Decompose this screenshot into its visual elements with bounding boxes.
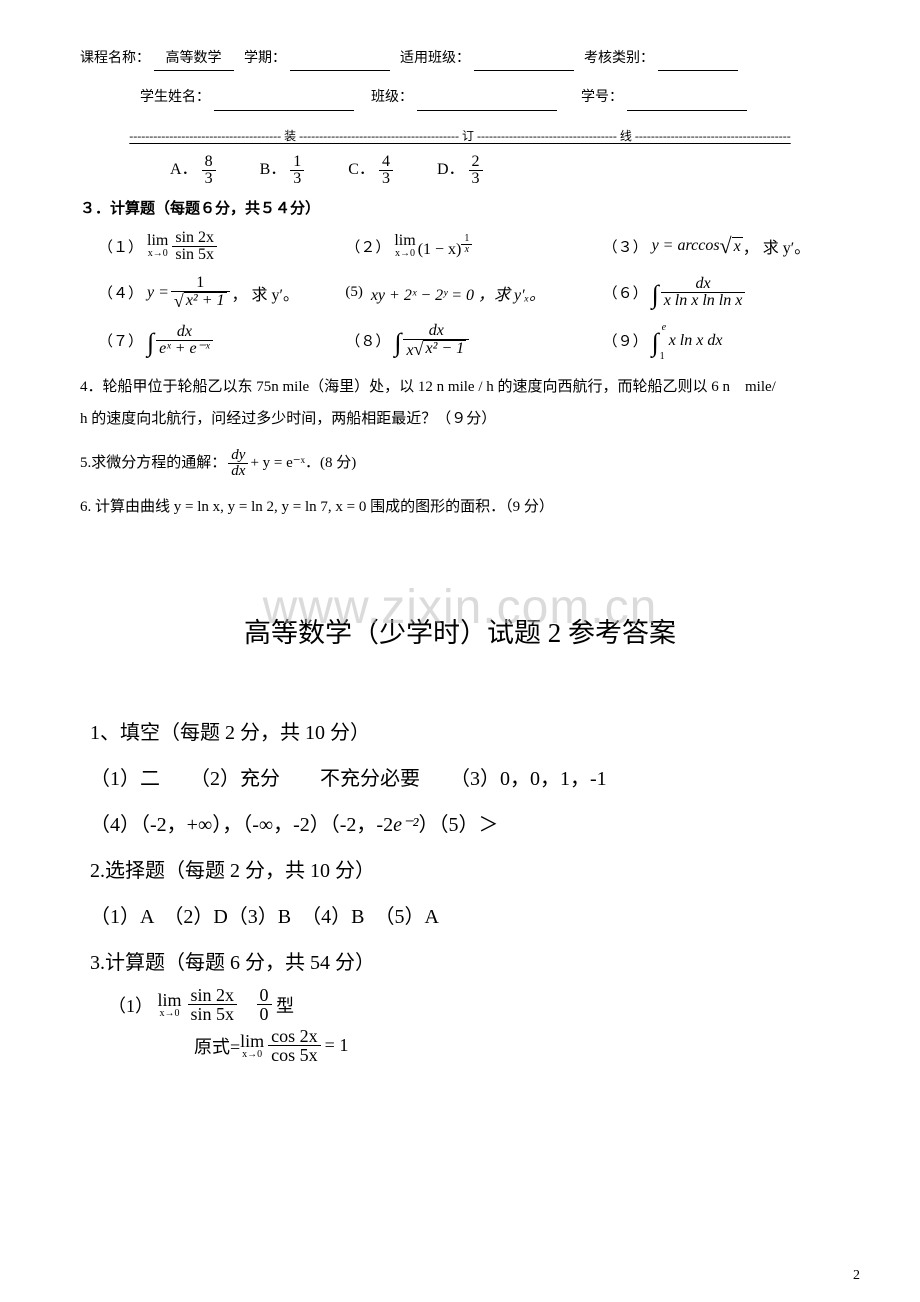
q9: （９） ∫e1 x ln x dx <box>603 326 840 356</box>
header-line-2: 学生姓名： 班级： 学号： <box>80 87 840 110</box>
term-blank <box>290 48 390 71</box>
choice-b: B． 13 <box>260 154 305 187</box>
q-row-2: （４） y = 1√x² + 1 ， 求 y′。 (5) xy + 2ˣ − 2… <box>98 275 840 311</box>
choice-row: A． 83 B． 13 C． 43 D． 23 <box>170 154 840 187</box>
q-row-3: （７） ∫ dxeˣ + e⁻ˣ （８） ∫ dxx√x² − 1 （９） ∫e… <box>98 323 840 359</box>
classno-blank <box>417 87 557 110</box>
calc-q1: （1） lim x→0 sin 2xsin 5x 00 型 原式= lim x→… <box>108 986 840 1064</box>
q8: （８） ∫ dxx√x² − 1 <box>345 323 602 359</box>
course-label: 课程名称： <box>80 51 150 66</box>
problem-6: 6. 计算由曲线 y = ln x, y = ln 2, y = ln 7, x… <box>80 493 840 522</box>
q3: （３） y = arccos √x ， 求 y′。 <box>603 233 840 259</box>
section-3-heading: ３．计算题（每题６分，共５４分） <box>80 197 840 218</box>
q4: （４） y = 1√x² + 1 ， 求 y′。 <box>98 275 345 311</box>
binding-line: -------------------------------------- 装… <box>80 127 840 144</box>
choice-a: A． 83 <box>170 154 216 187</box>
answer-1-line2: （4）（-2，+∞），（-∞，-2）（-2，-2e⁻²）（5）＞ <box>90 802 840 848</box>
class-blank <box>474 48 574 71</box>
choice-c: C． 43 <box>348 154 393 187</box>
problem-5: 5.求微分方程的通解： dydx + y = e⁻ˣ．(8 分) <box>80 448 840 479</box>
q1: （１） lim x→0 sin 2xsin 5x <box>98 230 345 263</box>
answer-2-line1: （1）A （2）D（3）B （4）B （5）A <box>90 894 840 940</box>
answer-1-line1: （1）二 （2）充分 不充分必要 （3）0，0，1，-1 <box>90 756 840 802</box>
q7: （７） ∫ dxeˣ + e⁻ˣ <box>98 324 345 357</box>
student-blank <box>214 87 354 110</box>
page-number: 2 <box>853 1268 860 1284</box>
header-line-1: 课程名称： 高等数学 学期： 适用班级： 考核类别： <box>80 48 840 71</box>
q2: （２） lim x→0 (1 − x)1x <box>345 233 602 259</box>
answer-section-2-heading: 2.选择题（每题 2 分，共 10 分） <box>90 848 840 894</box>
sid-blank <box>627 87 747 110</box>
student-label: 学生姓名： <box>140 90 210 105</box>
q-row-1: （１） lim x→0 sin 2xsin 5x （２） lim x→0 (1 … <box>98 230 840 263</box>
answer-section-1-heading: 1、填空（每题 2 分，共 10 分） <box>90 710 840 756</box>
exam-blank <box>658 48 738 71</box>
q5: (5) xy + 2ˣ − 2ʸ = 0 ，求 y′ₓ。 <box>345 281 602 305</box>
course-value: 高等数学 <box>154 48 234 71</box>
classno-label: 班级： <box>371 90 413 105</box>
exam-label: 考核类别： <box>584 51 654 66</box>
class-label: 适用班级： <box>400 51 470 66</box>
sid-label: 学号： <box>581 90 623 105</box>
q6: （６） ∫ dxx ln x ln ln x <box>603 276 840 309</box>
answer-title: 高等数学（少学时）试题 2 参考答案 <box>80 611 840 650</box>
problem-4-line1: 4．轮船甲位于轮船乙以东 75n mile（海里）处，以 12 n mile /… <box>80 373 840 402</box>
choice-d: D． 23 <box>437 154 483 187</box>
problem-4-line2: h 的速度向北航行，问经过多少时间，两船相距最近？（９分） <box>80 405 840 434</box>
term-label: 学期： <box>244 51 286 66</box>
answer-section-3-heading: 3.计算题（每题 6 分，共 54 分） <box>90 940 840 986</box>
